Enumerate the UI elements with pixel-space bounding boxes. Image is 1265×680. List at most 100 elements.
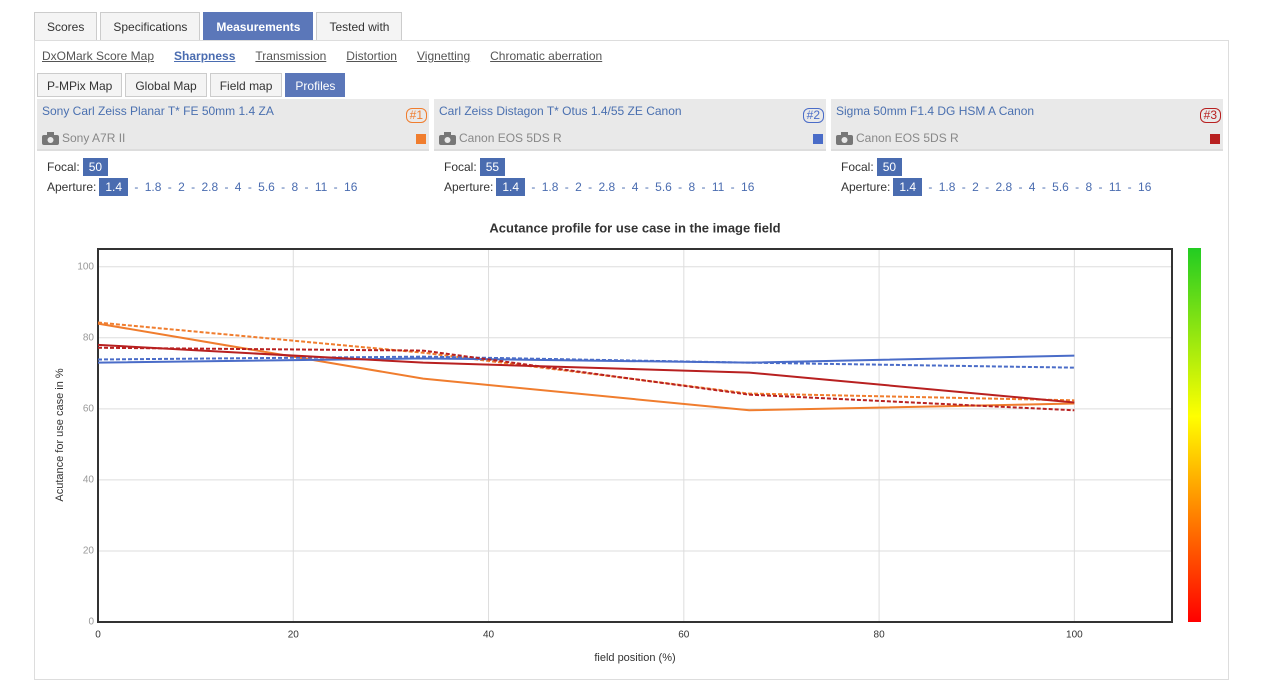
- aperture-label: Aperture:: [47, 180, 97, 194]
- separator: -: [674, 180, 686, 194]
- view[interactable]: Global Map: [125, 73, 207, 97]
- tab[interactable]: Scores: [34, 12, 98, 40]
- aperture-option[interactable]: 4: [234, 180, 242, 194]
- color-scale: [1188, 248, 1201, 622]
- aperture-option[interactable]: 4: [631, 180, 639, 194]
- separator: -: [727, 180, 739, 194]
- focal-value[interactable]: 55: [479, 158, 506, 176]
- focal-value[interactable]: 50: [82, 158, 109, 176]
- aperture-row: Aperture: 1.4 - 1.8 - 2 - 2.8 - 4 - 5.6 -…: [47, 178, 357, 196]
- rank: #2: [802, 108, 824, 123]
- lens-name[interactable]: Sony Carl Zeiss Planar T* FE 50mm 1.4 ZA: [42, 104, 274, 118]
- aperture-option[interactable]: 11: [711, 180, 725, 194]
- y-tick-label: 0: [88, 617, 94, 628]
- aperture-option[interactable]: 16: [1138, 180, 1152, 194]
- rank: #3: [1199, 108, 1221, 123]
- separator: -: [641, 180, 653, 194]
- aperture-option[interactable]: 5.6: [258, 180, 275, 194]
- lens-name[interactable]: Carl Zeiss Distagon T* Otus 1.4/55 ZE Ca…: [439, 104, 682, 118]
- color-swatch: [1210, 134, 1220, 144]
- separator: -: [1095, 180, 1106, 194]
- view[interactable]: Field map: [209, 73, 283, 97]
- separator: -: [164, 180, 176, 194]
- x-tick-label: 20: [288, 630, 300, 641]
- aperture-option[interactable]: 5.6: [1052, 180, 1069, 194]
- aperture-option[interactable]: 2: [972, 180, 979, 194]
- sub[interactable]: Transmission: [255, 49, 327, 63]
- focal-row: Focal: 50: [47, 158, 109, 176]
- focal-label: Focal:: [444, 160, 477, 174]
- aperture-option[interactable]: 1.8: [144, 180, 162, 194]
- aperture-option[interactable]: 11: [314, 180, 328, 194]
- x-tick-label: 80: [874, 630, 886, 641]
- separator: -: [981, 180, 993, 194]
- separator: -: [528, 180, 539, 194]
- aperture-option[interactable]: 1.4: [893, 178, 923, 196]
- rank: #1: [405, 108, 427, 123]
- lens-card: Sony Carl Zeiss Planar T* FE 50mm 1.4 ZA…: [37, 99, 429, 151]
- aperture-option[interactable]: 1.4: [496, 178, 526, 196]
- aperture-option[interactable]: 1.4: [99, 178, 129, 196]
- tab-bar: Scores Specifications Measurements Tested w…: [34, 12, 403, 40]
- aperture-option[interactable]: 2.8: [995, 180, 1013, 194]
- aperture-option[interactable]: 8: [1085, 180, 1093, 194]
- x-tick-label: 0: [95, 630, 101, 641]
- focal-value[interactable]: 50: [876, 158, 903, 176]
- sub[interactable]: Sharpness: [174, 49, 236, 63]
- aperture-option[interactable]: 11: [1108, 180, 1122, 194]
- lens-name[interactable]: Sigma 50mm F1.4 DG HSM A Canon: [836, 104, 1035, 118]
- y-axis-label: Acutance for use case in %: [54, 368, 66, 502]
- camera: Canon EOS 5DS R: [836, 131, 959, 145]
- separator: -: [277, 180, 289, 194]
- separator: -: [958, 180, 970, 194]
- sub[interactable]: Vignetting: [416, 49, 471, 63]
- y-tick-label: 100: [77, 261, 94, 272]
- separator: -: [561, 180, 573, 194]
- series-line: [97, 321, 1075, 402]
- view[interactable]: P-MPix Map: [37, 73, 123, 97]
- tab[interactable]: Specifications: [100, 12, 201, 40]
- aperture-option[interactable]: 8: [688, 180, 696, 194]
- separator: -: [1071, 180, 1083, 194]
- camera: Canon EOS 5DS R: [439, 131, 562, 145]
- sub[interactable]: DxOMark Score Map: [42, 49, 155, 63]
- series-line: [97, 322, 1075, 412]
- separator: -: [131, 180, 142, 194]
- x-tick-label: 40: [483, 630, 495, 641]
- aperture-option[interactable]: 8: [291, 180, 299, 194]
- camera-name: Canon EOS 5DS R: [459, 131, 562, 145]
- y-tick-label: 60: [83, 403, 95, 414]
- aperture-option[interactable]: 2: [575, 180, 582, 194]
- sub[interactable]: Chromatic aberration: [490, 49, 603, 63]
- tab[interactable]: Measurements: [203, 12, 314, 40]
- separator: -: [330, 180, 342, 194]
- aperture-option[interactable]: 1.8: [938, 180, 956, 194]
- view[interactable]: Profiles: [285, 73, 346, 97]
- aperture-option[interactable]: 2.8: [598, 180, 616, 194]
- series-line: [97, 346, 1075, 412]
- aperture-option[interactable]: 16: [741, 180, 755, 194]
- tab[interactable]: Tested with: [316, 12, 403, 40]
- chart: Acutance profile for use case in the ima…: [54, 220, 1201, 664]
- separator: -: [925, 180, 936, 194]
- y-tick-label: 80: [83, 332, 95, 343]
- aperture-option[interactable]: 1.8: [541, 180, 559, 194]
- camera-name: Canon EOS 5DS R: [856, 131, 959, 145]
- x-tick-label: 100: [1066, 630, 1083, 641]
- color-swatch: [813, 134, 823, 144]
- focal-label: Focal:: [47, 160, 80, 174]
- aperture-option[interactable]: 16: [344, 180, 358, 194]
- aperture-row: Aperture: 1.4 - 1.8 - 2 - 2.8 - 4 - 5.6 -…: [444, 178, 754, 196]
- aperture-option[interactable]: 2: [178, 180, 185, 194]
- plot-frame: [97, 248, 1173, 623]
- sub[interactable]: Distortion: [346, 49, 397, 63]
- aperture-label: Aperture:: [444, 180, 494, 194]
- aperture-label: Aperture:: [841, 180, 891, 194]
- lens-card: Carl Zeiss Distagon T* Otus 1.4/55 ZE Ca…: [434, 99, 826, 151]
- camera: Sony A7R II: [42, 131, 125, 145]
- aperture-option[interactable]: 4: [1028, 180, 1036, 194]
- aperture-option[interactable]: 5.6: [655, 180, 672, 194]
- separator: -: [187, 180, 199, 194]
- aperture-option[interactable]: 2.8: [201, 180, 219, 194]
